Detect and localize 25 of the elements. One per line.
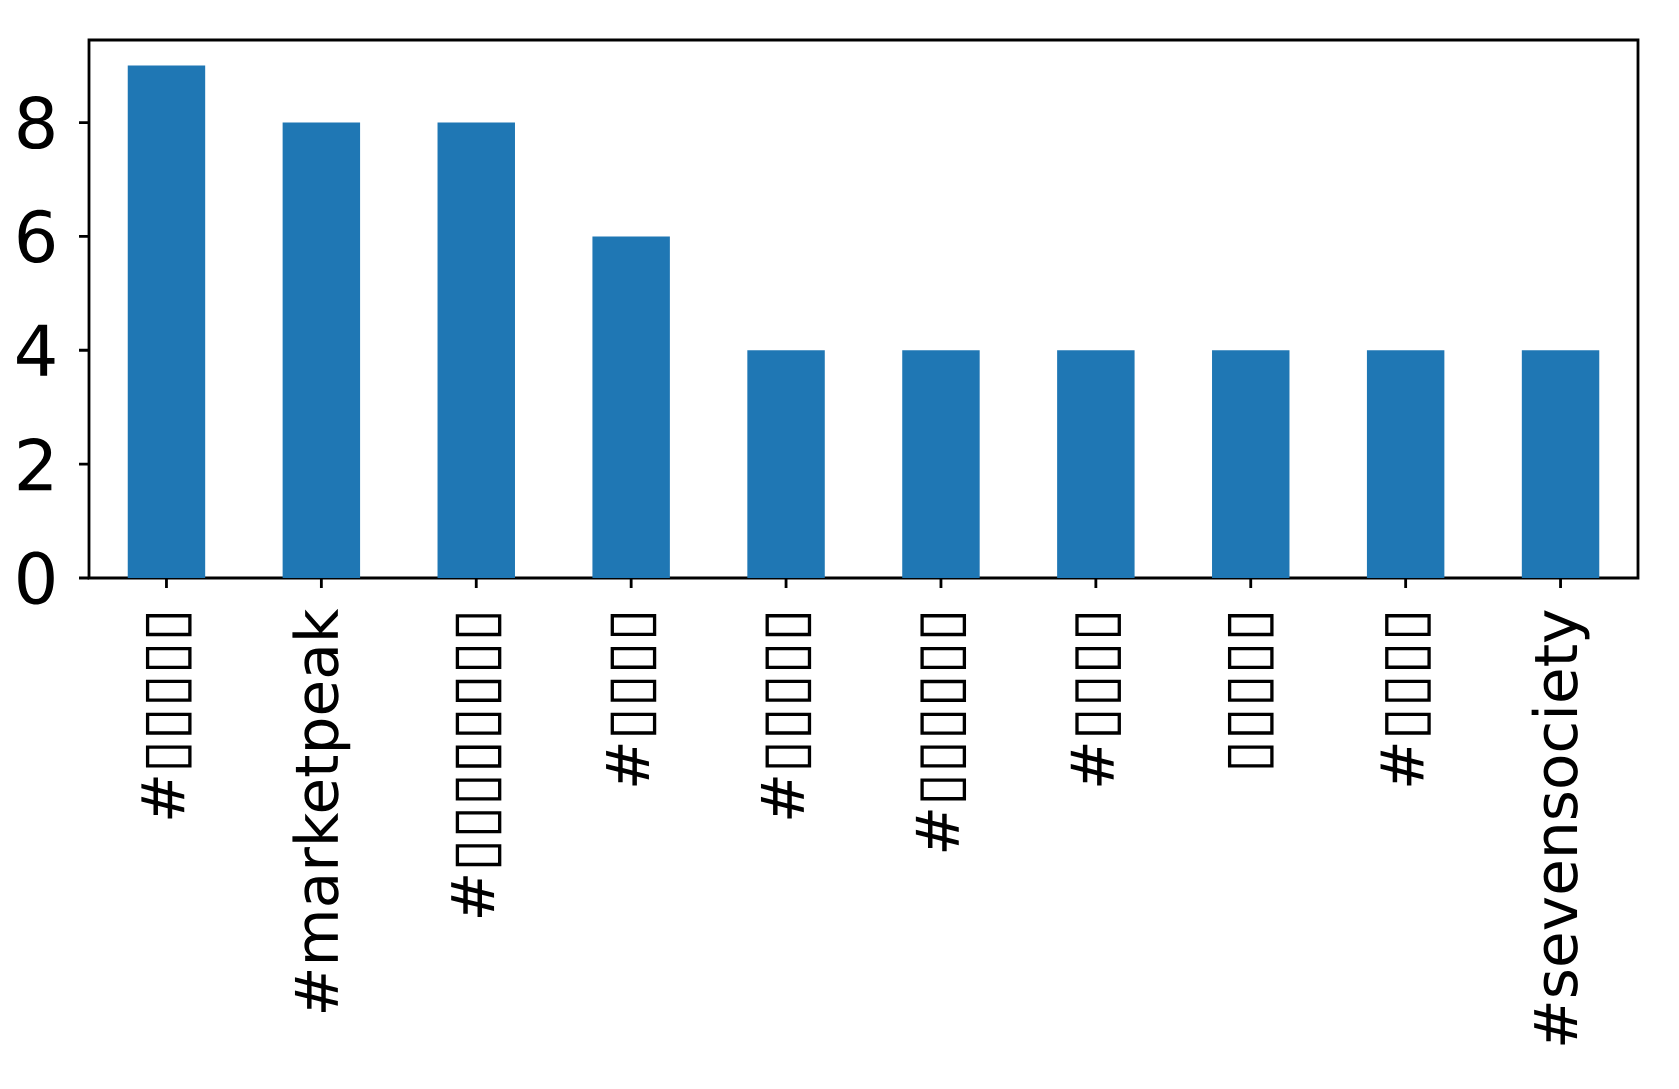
y-tick-label: 6 xyxy=(18,209,54,263)
bar xyxy=(127,65,206,578)
bar xyxy=(282,122,361,578)
x-tick-label: #▯▯▯▯ xyxy=(1070,614,1121,786)
bar xyxy=(437,122,515,578)
x-tick-label: #▯▯▯▯▯▯ xyxy=(915,614,967,852)
x-tick-label: #▯▯▯▯▯ xyxy=(760,614,812,819)
x-tick-label: ▯▯▯▯▯ xyxy=(1227,614,1274,768)
bar xyxy=(1521,350,1600,578)
bar xyxy=(1366,350,1445,578)
y-tick-label: 0 xyxy=(18,551,54,605)
bar xyxy=(747,350,825,578)
bar xyxy=(1057,350,1135,578)
bar xyxy=(902,350,980,578)
y-tick-label: 4 xyxy=(17,324,55,376)
x-tick-label: #▯▯▯▯ xyxy=(1380,614,1431,786)
bar xyxy=(592,236,670,578)
bar xyxy=(1212,350,1290,578)
x-tick-label: #sevensociety xyxy=(1531,610,1590,1045)
x-tick-label: #marketpeak xyxy=(292,608,351,1012)
y-tick-label: 2 xyxy=(18,438,52,491)
y-tick-label: 8 xyxy=(18,95,54,150)
x-tick-label: #▯▯▯▯▯ xyxy=(141,614,192,819)
x-tick-label: #▯▯▯▯▯▯▯▯ xyxy=(451,614,502,918)
x-tick-label: #▯▯▯▯ xyxy=(606,614,657,786)
